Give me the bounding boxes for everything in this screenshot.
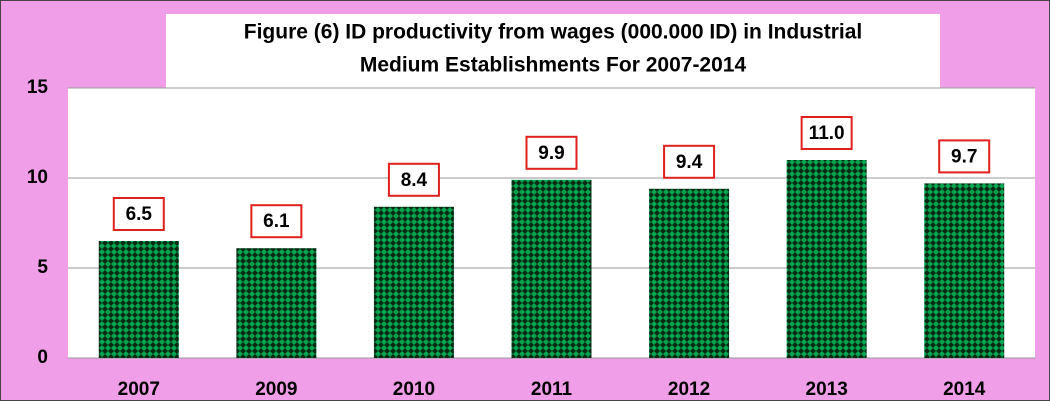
value-label: 6.1 (263, 211, 290, 232)
y-tick-label: 10 (27, 167, 48, 188)
value-label: 9.4 (676, 152, 703, 173)
value-label-box (250, 204, 303, 239)
chart-title: Figure (6) ID productivity from wages (0… (244, 21, 862, 44)
x-tick-label: 2011 (531, 379, 573, 400)
bar (924, 183, 1005, 358)
bar (373, 206, 454, 358)
value-label-box (112, 197, 165, 231)
x-tick-label: 2010 (393, 379, 435, 400)
value-label: 9.7 (951, 146, 977, 167)
value-label-box (938, 139, 991, 174)
y-tick-label: 0 (37, 347, 48, 368)
chart-title: Medium Establishments For 2007-2014 (360, 54, 747, 77)
value-label: 6.5 (126, 204, 153, 225)
y-tick-label: 15 (27, 77, 49, 98)
y-tick-label: 5 (37, 257, 48, 278)
bar (786, 160, 867, 358)
bar (511, 179, 592, 358)
x-tick-label: 2014 (943, 379, 986, 400)
value-label: 9.9 (538, 143, 564, 164)
x-tick-label: 2012 (668, 379, 710, 400)
bar (236, 248, 317, 358)
bar (649, 188, 730, 358)
x-tick-label: 2013 (806, 379, 848, 400)
value-label: 8.4 (401, 170, 428, 191)
value-label-box (525, 135, 578, 170)
value-label-box (663, 144, 716, 179)
title-box (166, 14, 940, 88)
x-tick-label: 2007 (118, 379, 160, 400)
value-label-box (387, 162, 440, 197)
x-tick-label: 2009 (255, 379, 297, 400)
value-label-box (800, 116, 853, 150)
value-label: 11.0 (809, 123, 845, 144)
bar (98, 241, 179, 358)
